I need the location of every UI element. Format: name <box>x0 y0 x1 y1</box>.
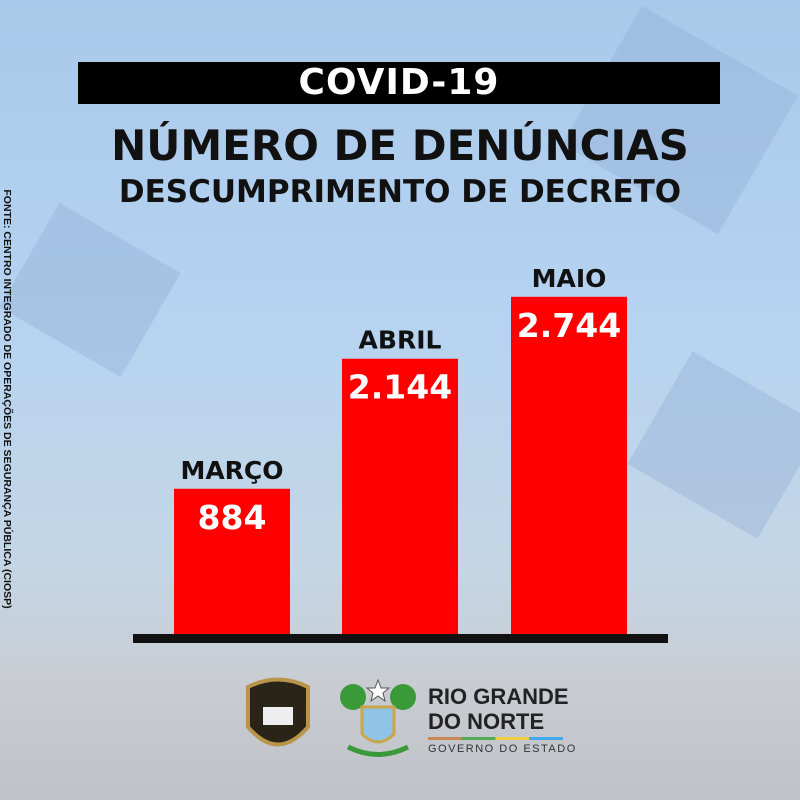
bar-2 <box>511 296 627 636</box>
category-label: ABRIL <box>359 326 442 355</box>
banner: COVID-19 <box>78 62 720 104</box>
flag-stripe <box>428 737 563 740</box>
state-coat-of-arms-logo <box>340 678 416 757</box>
baseline <box>133 634 668 643</box>
government-label: GOVERNO DO ESTADO <box>428 743 577 755</box>
category-label: MAIO <box>532 264 607 293</box>
value-label: 2.144 <box>348 368 452 407</box>
logos: RIO GRANDE DO NORTE GOVERNO DO ESTADO <box>238 672 618 762</box>
bar-0 <box>174 488 290 636</box>
police-seal-logo <box>246 677 310 747</box>
state-name: RIO GRANDE DO NORTE <box>428 684 608 734</box>
state-line2: DO NORTE <box>428 709 545 734</box>
value-label: 2.744 <box>517 306 621 345</box>
bar-1 <box>342 358 458 636</box>
category-label: MARÇO <box>180 456 283 485</box>
value-label: 884 <box>198 498 267 537</box>
chart-subtitle: DESCUMPRIMENTO DE DECRETO <box>118 174 682 210</box>
chart-title: NÚMERO DE DENÚNCIAS <box>111 121 689 170</box>
state-line1: RIO GRANDE <box>428 684 569 709</box>
